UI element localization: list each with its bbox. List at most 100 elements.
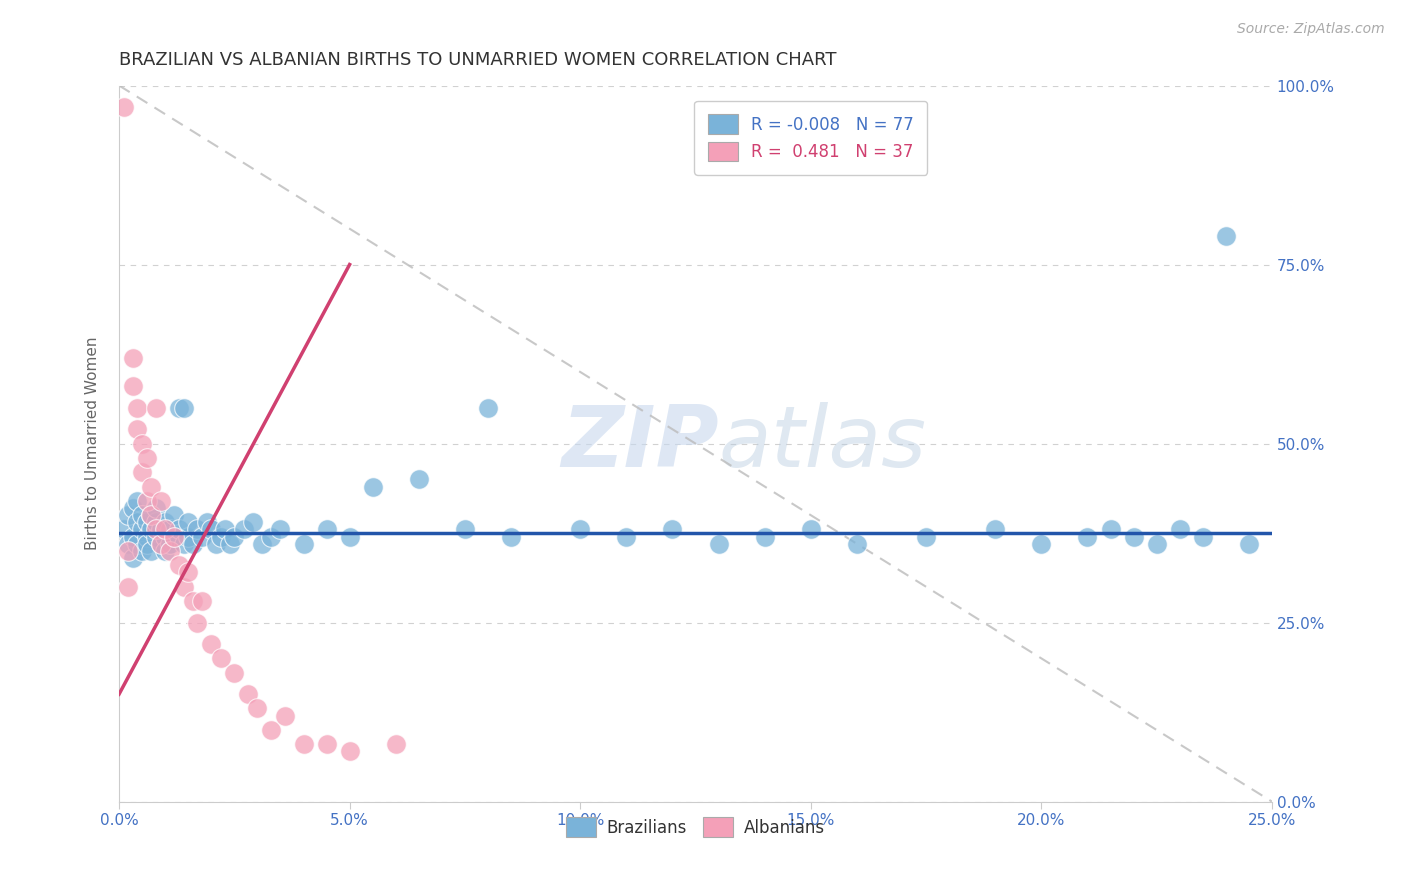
Point xyxy=(246,701,269,715)
Point xyxy=(845,537,868,551)
Point xyxy=(292,537,315,551)
Point xyxy=(205,537,228,551)
Point xyxy=(122,351,145,365)
Point xyxy=(274,708,297,723)
Point xyxy=(224,665,246,680)
Point xyxy=(122,530,145,544)
Point xyxy=(384,737,406,751)
Point xyxy=(1215,228,1237,243)
Point xyxy=(200,637,222,651)
Point xyxy=(145,530,167,544)
Point xyxy=(112,100,135,114)
Point xyxy=(614,530,637,544)
Point xyxy=(191,594,214,608)
Point xyxy=(408,472,430,486)
Point xyxy=(250,537,273,551)
Point xyxy=(181,594,204,608)
Point xyxy=(141,544,163,558)
Point xyxy=(145,516,167,530)
Point xyxy=(127,537,149,551)
Point xyxy=(984,523,1007,537)
Point xyxy=(122,551,145,566)
Point xyxy=(153,523,176,537)
Point xyxy=(186,523,208,537)
Point xyxy=(127,493,149,508)
Point xyxy=(218,537,240,551)
Point xyxy=(269,523,291,537)
Point xyxy=(131,523,153,537)
Point xyxy=(238,687,260,701)
Point xyxy=(145,500,167,515)
Point xyxy=(117,544,139,558)
Point xyxy=(1237,537,1260,551)
Point xyxy=(127,422,149,436)
Point xyxy=(1146,537,1168,551)
Point xyxy=(153,530,176,544)
Point xyxy=(200,523,222,537)
Point xyxy=(1099,523,1122,537)
Point xyxy=(159,544,181,558)
Point xyxy=(159,537,181,551)
Point xyxy=(159,523,181,537)
Point xyxy=(135,450,157,465)
Point xyxy=(661,523,683,537)
Point xyxy=(145,401,167,415)
Point xyxy=(112,523,135,537)
Point xyxy=(127,401,149,415)
Point xyxy=(127,516,149,530)
Point xyxy=(163,530,186,544)
Point xyxy=(163,508,186,523)
Point xyxy=(214,523,236,537)
Point xyxy=(499,530,522,544)
Text: Source: ZipAtlas.com: Source: ZipAtlas.com xyxy=(1237,22,1385,37)
Point xyxy=(117,508,139,523)
Point xyxy=(135,516,157,530)
Point xyxy=(1031,537,1053,551)
Point xyxy=(1191,530,1213,544)
Point xyxy=(167,558,190,573)
Point xyxy=(117,537,139,551)
Legend: Brazilians, Albanians: Brazilians, Albanians xyxy=(560,811,831,843)
Point xyxy=(149,537,172,551)
Point xyxy=(209,530,232,544)
Point xyxy=(141,508,163,523)
Point xyxy=(707,537,730,551)
Point xyxy=(915,530,938,544)
Point xyxy=(131,436,153,450)
Point xyxy=(242,516,264,530)
Point xyxy=(260,530,283,544)
Point xyxy=(141,523,163,537)
Point xyxy=(145,523,167,537)
Point xyxy=(260,723,283,737)
Point xyxy=(209,651,232,665)
Point xyxy=(141,479,163,493)
Text: atlas: atlas xyxy=(718,402,927,485)
Point xyxy=(173,401,195,415)
Point xyxy=(153,544,176,558)
Point xyxy=(754,530,776,544)
Point xyxy=(339,744,361,758)
Point xyxy=(149,523,172,537)
Point xyxy=(569,523,592,537)
Point xyxy=(339,530,361,544)
Point xyxy=(135,493,157,508)
Point xyxy=(131,544,153,558)
Point xyxy=(1076,530,1098,544)
Point xyxy=(177,566,200,580)
Y-axis label: Births to Unmarried Women: Births to Unmarried Women xyxy=(86,337,100,550)
Text: ZIP: ZIP xyxy=(561,402,718,485)
Point xyxy=(131,465,153,479)
Point xyxy=(153,516,176,530)
Point xyxy=(131,508,153,523)
Point xyxy=(149,493,172,508)
Point xyxy=(232,523,254,537)
Point xyxy=(173,537,195,551)
Point xyxy=(117,580,139,594)
Point xyxy=(315,737,337,751)
Point xyxy=(135,530,157,544)
Point xyxy=(361,479,384,493)
Point xyxy=(181,537,204,551)
Text: BRAZILIAN VS ALBANIAN BIRTHS TO UNMARRIED WOMEN CORRELATION CHART: BRAZILIAN VS ALBANIAN BIRTHS TO UNMARRIE… xyxy=(120,51,837,69)
Point xyxy=(141,508,163,523)
Point xyxy=(454,523,477,537)
